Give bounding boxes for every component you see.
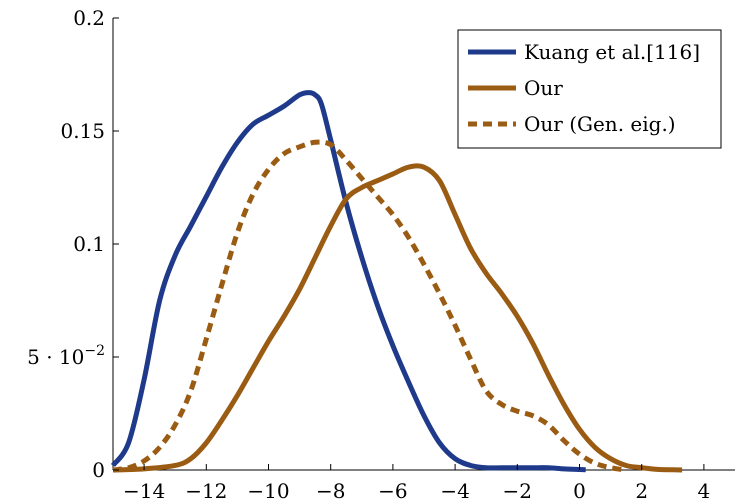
x-tick-label: 4 — [698, 479, 711, 503]
ticks-layer: −14 −12 −10 −8 −6 −4 −2 0 2 4 0 5 · 10−2 0.1 0.15 0.2 — [27, 6, 710, 503]
x-tick-label: −8 — [316, 479, 345, 503]
y-tick-label: 0.1 — [73, 232, 105, 256]
x-tick-label: −2 — [503, 479, 532, 503]
y-tick-label: 5 · 10−2 — [27, 343, 105, 369]
x-tick-label: 2 — [635, 479, 648, 503]
x-tick-label: −10 — [247, 479, 289, 503]
series-line-1 — [110, 90, 586, 473]
legend: Kuang et al.[116] Our Our (Gen. eig.) — [457, 29, 722, 149]
x-tick-label: 0 — [573, 479, 586, 503]
series-line-3 — [112, 139, 627, 473]
x-tick-label: −4 — [440, 479, 469, 503]
series-layer — [110, 90, 683, 473]
legend-label: Our — [524, 76, 563, 100]
x-tick-label: −14 — [123, 479, 165, 503]
x-tick-label: −12 — [185, 479, 227, 503]
legend-label: Our (Gen. eig.) — [524, 112, 676, 136]
legend-label: Kuang et al.[116] — [524, 40, 700, 64]
series-line-2 — [112, 163, 683, 473]
x-tick-label: −6 — [378, 479, 407, 503]
y-tick-label: 0 — [92, 458, 105, 482]
y-tick-label: 0.2 — [73, 6, 105, 30]
y-tick-label: 0.15 — [60, 119, 105, 143]
